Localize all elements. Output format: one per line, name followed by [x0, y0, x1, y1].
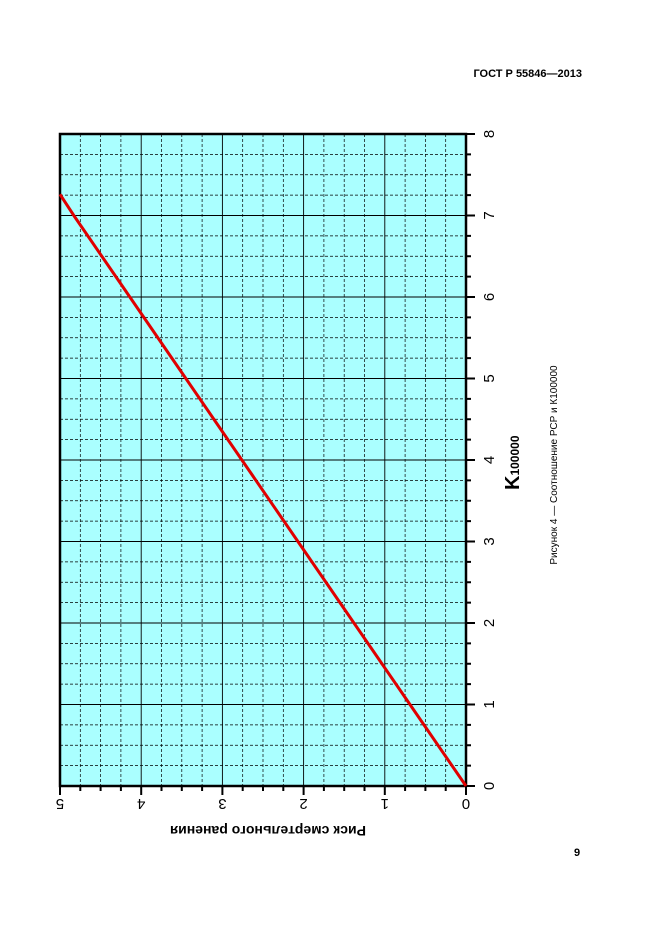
x-tick-labels: 0 1 2 3 4 5 6 7 8: [481, 130, 498, 790]
x-axis-title-subscript: 100000: [508, 435, 522, 475]
y-tick-label: 4: [137, 795, 145, 812]
y-tick-label: 2: [299, 795, 307, 812]
x-tick-label: 3: [481, 537, 498, 545]
x-tick-label: 6: [481, 293, 498, 301]
y-tick-label: 0: [462, 795, 470, 812]
y-axis-title: Риск смертельного ранения: [170, 823, 366, 839]
x-tick-label: 4: [481, 456, 498, 464]
major-grid: [60, 134, 466, 786]
plot-frame: [58, 132, 468, 788]
y-tick-label: 3: [218, 795, 226, 812]
x-tick-label: 1: [481, 700, 498, 708]
page-number: 9: [574, 847, 581, 859]
x-axis-title-main: K: [502, 475, 524, 490]
x-tick-label: 5: [481, 374, 498, 382]
y-tick-labels: 0 1 2 3 4 5: [56, 795, 470, 812]
x-tick-label: 0: [481, 782, 498, 790]
y-tick-label: 1: [381, 795, 389, 812]
y-tick-label: 5: [56, 795, 64, 812]
figure-caption: Рисунок 4 — Соотношение РСР и К100000: [549, 365, 560, 565]
document-header: ГОСТ Р 55846—2013: [473, 68, 582, 80]
x-tick-label: 8: [481, 130, 498, 138]
x-axis-title: K100000: [502, 435, 524, 490]
series-line: [58, 193, 468, 787]
x-tick-label: 7: [481, 211, 498, 219]
x-tick-label: 2: [481, 619, 498, 627]
